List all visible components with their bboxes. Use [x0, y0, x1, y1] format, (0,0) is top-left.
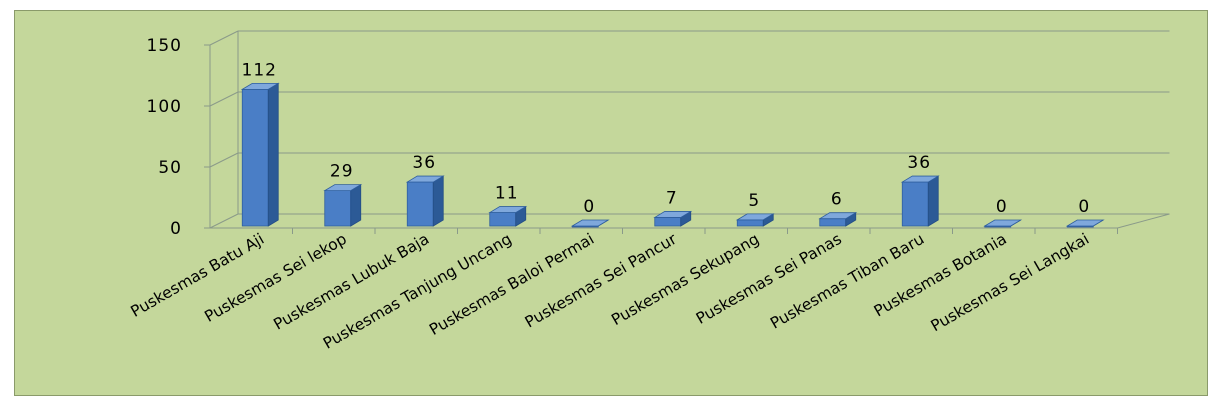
gridline-depth — [209, 213, 239, 229]
bar — [900, 175, 940, 227]
data-label: 29 — [330, 162, 354, 182]
bar — [818, 211, 858, 227]
bar-top — [240, 82, 280, 90]
x-tick-label: Puskesmas Sei Panas — [693, 230, 845, 328]
data-label: 112 — [242, 60, 277, 80]
bar-front — [654, 217, 682, 227]
bar-top — [818, 212, 858, 220]
data-label: 0 — [1078, 197, 1090, 217]
y-tick-label: 0 — [170, 219, 182, 239]
data-label: 11 — [495, 184, 519, 204]
bar — [405, 175, 445, 227]
data-label: 6 — [831, 190, 843, 210]
x-tick-label: Puskesmas Sekupang — [608, 230, 762, 329]
bar-layer — [240, 82, 1105, 228]
bar-top — [983, 219, 1023, 227]
x-tick-label: Puskesmas Tiban Baru — [767, 230, 927, 333]
bar — [653, 210, 693, 227]
x-tick-label: Puskesmas Sei Langkai — [928, 230, 1092, 335]
chart-panel — [14, 10, 1208, 396]
x-tick-label: Puskesmas Batu Aji — [128, 230, 268, 321]
bar-side — [350, 183, 362, 227]
bar — [240, 82, 280, 227]
gridline-depth — [209, 152, 239, 168]
gridline-depth — [209, 91, 239, 107]
bar-top — [323, 184, 363, 192]
data-label: 0 — [583, 197, 595, 217]
gridline-depth — [209, 30, 239, 46]
y-tick-label: 100 — [147, 97, 182, 117]
bar — [735, 213, 775, 227]
data-label: 36 — [412, 153, 436, 173]
bar-front — [241, 88, 269, 227]
bar-top — [405, 175, 445, 183]
bar-front — [901, 181, 929, 227]
y-tick-label: 150 — [147, 36, 182, 56]
x-tick-label: Puskesmas Botania — [871, 230, 1010, 321]
bar-front — [324, 190, 352, 227]
bar-front — [736, 219, 764, 227]
data-label: 7 — [666, 188, 678, 208]
bar-top — [900, 175, 940, 183]
bar-front — [819, 218, 847, 227]
bar — [1065, 219, 1105, 228]
bar-top — [1065, 219, 1105, 227]
data-label: 0 — [996, 197, 1008, 217]
data-label: 5 — [748, 191, 760, 211]
bar — [323, 183, 363, 227]
bar-side — [432, 175, 444, 227]
x-tick-label: Puskesmas Sei lekop — [201, 230, 349, 326]
y-tick-label: 50 — [158, 158, 182, 178]
bar-top — [570, 219, 610, 227]
bar-front — [406, 181, 434, 227]
bar — [488, 205, 528, 227]
bar-top — [735, 213, 775, 221]
bar — [570, 219, 610, 228]
bar — [983, 219, 1023, 228]
bar-top — [653, 211, 693, 218]
data-label: 36 — [907, 153, 931, 173]
grid-layer — [209, 30, 1170, 229]
bar-front — [489, 212, 517, 227]
floor-right-edge — [1117, 213, 1170, 229]
bar-side — [267, 82, 279, 227]
bar-top — [488, 206, 528, 213]
bar-side — [927, 175, 939, 227]
x-tick-label: Puskesmas Sei Pancur — [522, 230, 680, 332]
